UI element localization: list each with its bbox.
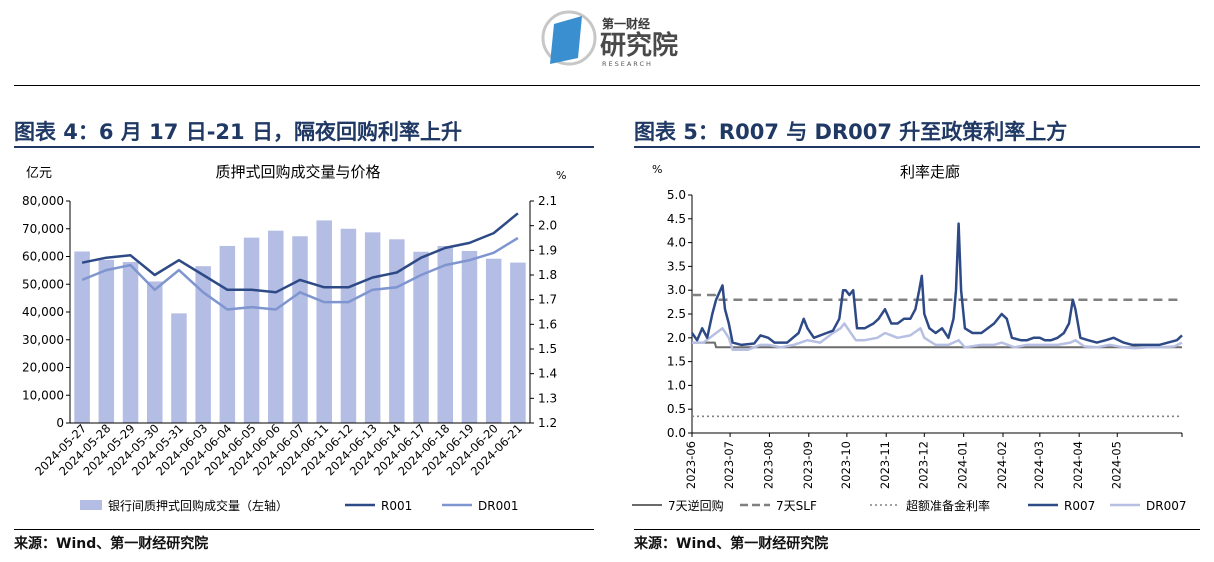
legend-label-r001: R001: [381, 499, 412, 513]
left-source-rule: [14, 529, 594, 530]
legend-label: DR007: [1146, 499, 1186, 513]
brand-line1: 第一财经: [602, 16, 650, 31]
series-line-r001: [81, 212, 519, 294]
bar: [74, 251, 90, 423]
legend-label-bars: 银行间质押式回购成交量（左轴）: [108, 498, 288, 513]
x-tick-label: 2024-01: [956, 441, 970, 489]
y-left-tick-label: 70,000: [22, 222, 64, 236]
chart-title: 利率走廊: [900, 163, 960, 181]
bar: [461, 250, 478, 423]
bar: [122, 262, 139, 423]
y-tick-label: 4.5: [667, 212, 686, 226]
series-line-3: [690, 222, 1183, 347]
legend-label: R007: [1064, 499, 1095, 513]
series-line-4: [692, 322, 1183, 351]
y-unit: %: [652, 163, 662, 176]
y-tick-label: 3.5: [667, 259, 686, 273]
logo-ring: [541, 10, 597, 66]
y-right-tick-label: 1.8: [538, 268, 557, 282]
header-rule: [14, 85, 1200, 86]
y-tick-label: 4.0: [667, 236, 686, 250]
bar: [146, 281, 163, 423]
y-left-unit: 亿元: [26, 166, 52, 181]
left-source: 来源：Wind、第一财经研究院: [14, 536, 209, 552]
y-right-tick-label: 2.1: [538, 194, 557, 208]
y-left-tick-label: 60,000: [22, 250, 64, 264]
x-tick-label: 2023-09: [801, 441, 815, 489]
y-right-tick-label: 1.6: [538, 317, 557, 331]
y-right-unit: %: [556, 169, 566, 182]
x-tick-label: 2024-02: [995, 441, 1009, 489]
bar: [98, 259, 115, 423]
bar: [219, 245, 236, 423]
legend-swatch-bars: [80, 500, 102, 510]
y-tick-label: 1.0: [667, 378, 686, 392]
right-chart: 利率走廊% 0.0 0.5 1.0 1.5 2.0 2.5 3.0 3.5 4.0 4.5 5.0 20…: [632, 163, 1186, 513]
series-line-1: [692, 293, 1182, 301]
brand-line2: 研究院: [600, 30, 678, 61]
bar: [316, 220, 332, 423]
x-tick-label: 2023-07: [722, 441, 736, 489]
y-tick-label: 2.0: [667, 331, 686, 345]
bar: [243, 237, 260, 423]
bar: [340, 228, 357, 423]
x-tick-label: 2024-03: [1032, 441, 1046, 489]
y-tick-label: 1.5: [667, 355, 686, 369]
right-source: 来源：Wind、第一财经研究院: [634, 536, 829, 552]
right-title-rule: [634, 146, 1200, 148]
y-left-tick-label: 50,000: [22, 277, 64, 291]
right-panel-title: 图表 5：R007 与 DR007 升至政策利率上方: [634, 120, 1068, 144]
y-left-tick-label: 40,000: [22, 305, 64, 319]
y-tick-label: 0.0: [667, 426, 686, 440]
x-tick-label: 2024-04: [1071, 441, 1085, 489]
legend-label: 7天逆回购: [668, 498, 724, 513]
brand-line3: RESEARCH: [602, 60, 653, 68]
y-tick-label: 5.0: [667, 188, 686, 202]
y-tick-label: 2.5: [667, 307, 686, 321]
x-tick-label: 2023-11: [878, 441, 892, 489]
bar: [510, 262, 526, 423]
x-tick-label: 2023-08: [761, 441, 775, 489]
legend-label: 7天SLF: [776, 499, 817, 513]
bar: [485, 258, 502, 423]
bar: [364, 232, 381, 423]
bar: [413, 251, 429, 423]
chart-title: 质押式回购成交量与价格: [215, 163, 380, 181]
y-right-tick-label: 1.2: [538, 416, 557, 430]
left-panel-title: 图表 4：6 月 17 日-21 日，隔夜回购利率上升: [14, 120, 462, 144]
legend-label: 超额准备金利率: [906, 498, 990, 513]
left-chart: 质押式回购成交量与价格 亿元 % 0 10,000 20,000 30,000 40,000 5…: [22, 163, 566, 513]
bar: [292, 236, 308, 423]
bar: [437, 245, 454, 423]
bar: [268, 230, 284, 423]
legend-label-dr001: DR001: [478, 499, 518, 513]
y-tick-label: 0.5: [667, 402, 686, 416]
y-right-tick-label: 1.3: [538, 391, 557, 405]
y-tick-label: 3.0: [667, 283, 686, 297]
bar: [171, 313, 187, 423]
y-left-tick-label: 0: [56, 416, 64, 430]
x-tick-label: 2023-12: [916, 441, 930, 489]
y-left-tick-label: 80,000: [22, 194, 64, 208]
y-right-tick-label: 2.0: [538, 219, 557, 233]
logo-mark: [550, 16, 582, 64]
y-right-tick-label: 1.7: [538, 293, 557, 307]
brand-logo: 第一财经 研究院 RESEARCH: [541, 10, 678, 68]
y-left-tick-label: 30,000: [22, 333, 64, 347]
y-right-tick-label: 1.4: [538, 367, 557, 381]
x-tick-label: 2024-05: [1109, 441, 1123, 489]
right-source-rule: [634, 529, 1200, 530]
y-right-tick-label: 1.9: [538, 243, 557, 257]
bar: [389, 239, 405, 423]
series-line-dr001: [81, 236, 519, 311]
x-tick-label: 2023-06: [684, 441, 698, 489]
y-right-tick-label: 1.5: [538, 342, 557, 356]
bar: [195, 266, 211, 423]
y-left-tick-label: 20,000: [22, 361, 64, 375]
y-left-tick-label: 10,000: [22, 388, 64, 402]
x-tick-label: 2023-10: [839, 441, 853, 489]
left-title-rule: [14, 146, 594, 148]
